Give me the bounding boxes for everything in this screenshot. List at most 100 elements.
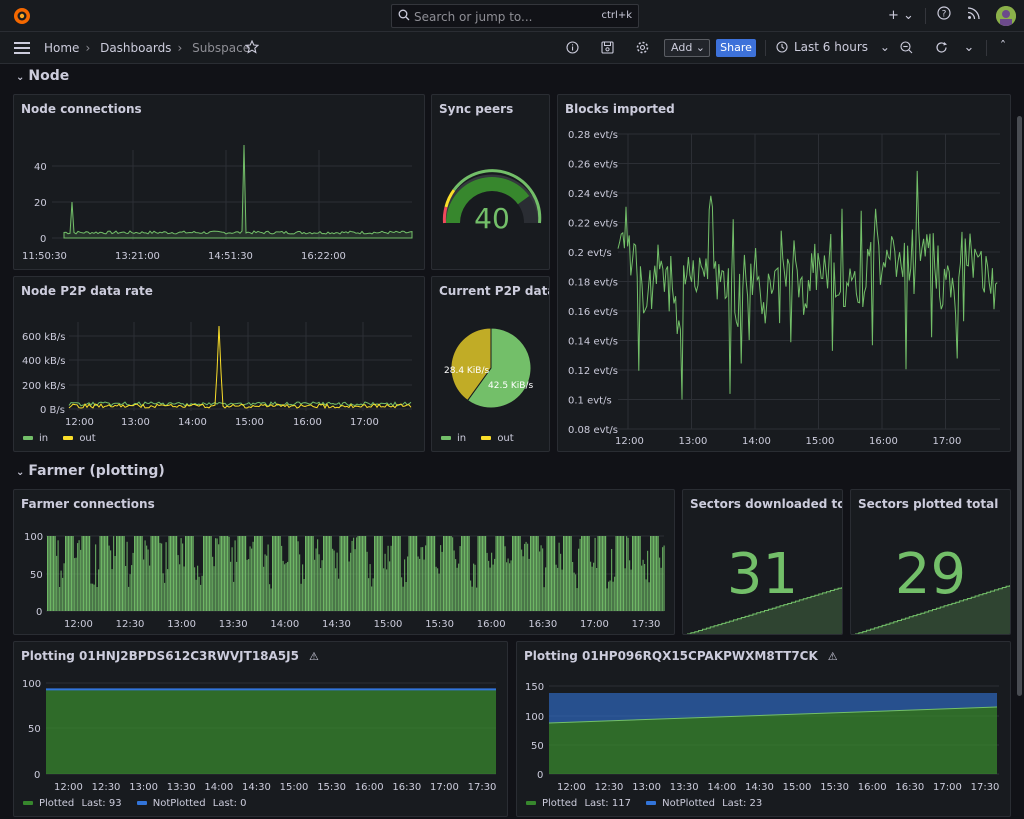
page-scrollbar[interactable] <box>1017 116 1022 696</box>
menu-hamburger-icon[interactable] <box>14 42 30 54</box>
y-tick: 100 <box>24 532 43 543</box>
panel-farmer-connections[interactable]: Farmer connections 100 50 0 12:00 12:30 13… <box>13 489 675 635</box>
save-icon[interactable] <box>601 41 614 57</box>
legend-item-out[interactable]: out <box>481 433 514 444</box>
row-node[interactable]: ⌄ Node <box>16 68 69 84</box>
bar <box>354 549 356 611</box>
bar <box>288 536 290 611</box>
row-farmer-plotting[interactable]: ⌄ Farmer (plotting) <box>16 463 165 479</box>
panel-sync-peers[interactable]: Sync peers 40 <box>431 94 550 270</box>
bar <box>488 560 490 611</box>
bar <box>519 536 521 611</box>
user-avatar[interactable] <box>996 6 1016 26</box>
help-icon[interactable]: ? <box>934 6 954 27</box>
settings-gear-icon[interactable] <box>636 41 649 57</box>
y-tick: 0.12 evt/s <box>568 366 618 377</box>
bar <box>74 558 76 611</box>
bar <box>459 546 461 611</box>
x-tick: 16:00 <box>477 619 506 630</box>
warning-icon[interactable]: ⚠ <box>827 650 838 663</box>
breadcrumb-home[interactable]: Home <box>44 41 80 55</box>
news-rss-icon[interactable] <box>964 6 984 27</box>
legend-item-plotted[interactable]: Plotted Last: 93 <box>23 798 122 809</box>
panel-current-p2p-data[interactable]: Current P2P data 42.5 KiB/s 28.4 KiB/s i… <box>431 276 550 452</box>
legend-last-value: Last: 0 <box>212 798 247 809</box>
panel-plotting-1[interactable]: Plotting 01HNJ2BPDS612C3RWVJT18A5J5 ⚠ 100… <box>13 641 508 817</box>
star-icon[interactable] <box>244 39 260 57</box>
bar <box>548 536 550 611</box>
bar <box>593 562 595 611</box>
bar <box>117 536 119 611</box>
panel-node-connections[interactable]: Node connections 40 20 0 11:50:30 13:21:… <box>13 94 425 270</box>
bar <box>338 578 340 611</box>
bar <box>260 536 262 611</box>
bar <box>498 536 500 611</box>
x-tick: 15:00 <box>374 619 403 630</box>
bar <box>455 559 457 611</box>
breadcrumb-current: Subspace <box>192 41 251 55</box>
x-tick: 16:00 <box>869 436 898 447</box>
legend-item-in[interactable]: in <box>441 433 466 444</box>
bar <box>495 536 497 611</box>
y-tick: 40 <box>34 162 47 173</box>
bar <box>584 536 586 611</box>
bar <box>237 536 239 611</box>
bar <box>344 536 346 611</box>
bar <box>200 584 202 611</box>
bar <box>396 536 398 611</box>
bar <box>650 536 652 611</box>
legend-item-notplotted[interactable]: NotPlotted Last: 23 <box>646 798 762 809</box>
search-input[interactable]: Search or jump to... ctrl+k <box>391 4 639 28</box>
bar <box>224 536 226 611</box>
bar <box>641 565 643 611</box>
add-button[interactable]: Add ⌄ <box>664 39 710 57</box>
bar <box>464 536 466 611</box>
panel-sectors-downloaded-total[interactable]: Sectors downloaded tota 31 <box>682 489 843 635</box>
x-tick: 13:30 <box>670 782 699 793</box>
bar <box>111 569 113 611</box>
bar <box>156 536 158 611</box>
bar <box>348 561 350 611</box>
bar <box>195 579 197 611</box>
zoom-out-icon[interactable] <box>900 41 913 57</box>
bar <box>542 548 544 611</box>
legend-item-notplotted[interactable]: NotPlotted Last: 0 <box>136 798 247 809</box>
legend-item-in[interactable]: in <box>23 433 48 444</box>
panel-blocks-imported[interactable]: Blocks imported 0.28 evt/s 0.26 evt/s 0.24… <box>557 94 1011 452</box>
new-plus-icon[interactable]: + ⌄ <box>888 8 914 23</box>
bar <box>506 562 508 611</box>
dashboard-info-icon[interactable] <box>566 41 579 57</box>
y-tick: 50 <box>531 741 544 752</box>
refresh-interval-chevron-icon[interactable]: ⌄ <box>963 40 975 55</box>
bar <box>462 536 464 611</box>
x-tick: 14:30 <box>242 782 271 793</box>
x-tick: 14:51:30 <box>208 251 253 262</box>
warning-icon[interactable]: ⚠ <box>308 650 319 663</box>
refresh-icon[interactable] <box>935 41 948 57</box>
bar <box>644 564 646 611</box>
bar <box>300 583 302 611</box>
grafana-logo[interactable] <box>12 6 32 26</box>
bar <box>258 536 260 611</box>
legend-item-out[interactable]: out <box>63 433 96 444</box>
bar <box>426 536 428 611</box>
bar <box>306 536 308 611</box>
time-range-picker[interactable]: Last 6 hours ⌄ <box>776 40 890 56</box>
y-tick: 0 B/s <box>40 405 65 416</box>
share-button[interactable]: Share <box>716 39 756 57</box>
panel-plotting-2[interactable]: Plotting 01HP096RQX15CPAKPWXM8TT7CK ⚠ 150… <box>516 641 1011 817</box>
bar <box>537 536 539 611</box>
panel-node-p2p-data-rate[interactable]: Node P2P data rate 600 kB/s 400 kB/s 200… <box>13 276 425 452</box>
bar <box>422 547 424 611</box>
bar <box>432 536 434 611</box>
collapse-chevron-up-icon[interactable]: ˆ <box>999 40 1007 55</box>
bar <box>317 539 319 611</box>
legend-item-plotted[interactable]: Plotted Last: 117 <box>526 798 631 809</box>
panel-sectors-plotted-total[interactable]: Sectors plotted total 29 <box>850 489 1011 635</box>
bar <box>314 559 316 611</box>
bar <box>551 536 553 611</box>
y-tick: 0.2 evt/s <box>568 248 612 259</box>
bar <box>339 536 341 611</box>
breadcrumb-dashboards[interactable]: Dashboards <box>100 41 172 55</box>
node-p2p-chart: 600 kB/s 400 kB/s 200 kB/s 0 B/s 12:00 1… <box>22 322 412 428</box>
